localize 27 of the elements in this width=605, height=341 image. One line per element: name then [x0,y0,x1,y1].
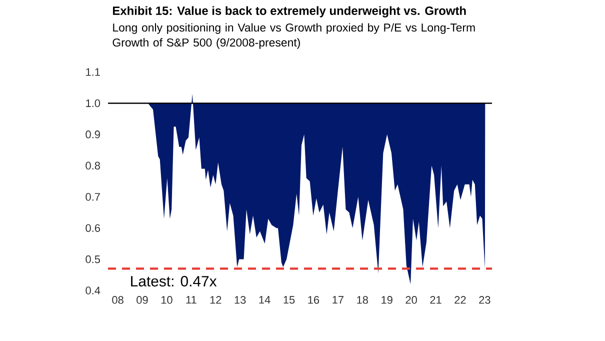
x-tick-label: 17 [332,296,344,304]
y-tick-label: 1.0 [86,99,100,108]
x-tick-label: 18 [357,296,368,304]
x-tick-label: 08 [112,296,124,304]
y-tick-label: 0.4 [86,286,100,294]
x-tick-label: 13 [234,296,246,304]
y-tick-label: 0.6 [86,224,100,232]
chart-subtitle: Long only positioning in Value vs Growth proxied by P/E vs Long-Term Growth of S&P 500 (9/2008-present) [112,23,475,49]
ref-line-label: Latest: 0.47x [131,276,217,286]
x-tick-label: 21 [430,296,442,304]
x-tick-label: 14 [259,296,270,304]
y-tick-label: 0.5 [86,255,100,264]
x-tick-label: 11 [186,296,196,304]
x-tick-label: 10 [161,296,172,304]
x-tick-label: 19 [382,296,392,304]
x-tick-label: 12 [210,296,222,304]
x-tick-label: 09 [136,296,148,304]
x-tick-label: 15 [284,296,295,304]
y-tick-label: 0.9 [86,130,100,138]
x-tick-label: 20 [406,296,417,304]
y-tick-label: 0.7 [86,192,100,201]
x-tick-label: 22 [454,296,466,304]
x-tick-label: 16 [308,296,320,304]
y-tick-label: 0.8 [86,162,100,170]
chart-title: Exhibit 15: Value is back to extremely underweight vs. Growth [113,6,466,18]
y-tick-label: 1.1 [86,68,100,76]
x-tick-label: 23 [479,296,490,304]
